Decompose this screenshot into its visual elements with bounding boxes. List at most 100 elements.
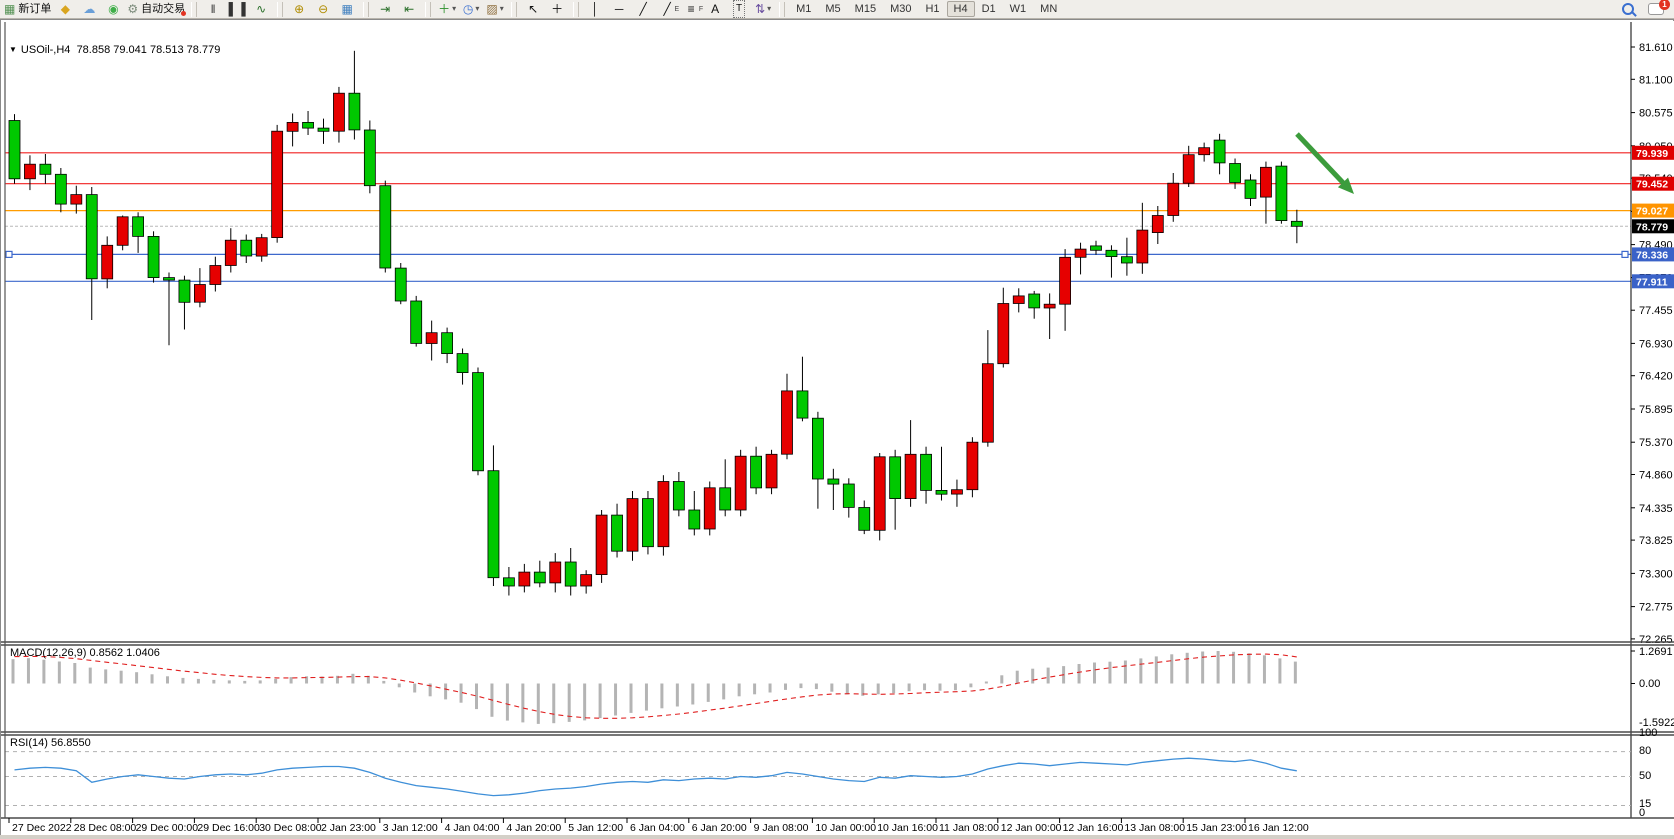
publisher-button[interactable]: ☁: [77, 1, 101, 18]
chart-shift-icon: ⇤: [404, 2, 415, 16]
vertical-line-button[interactable]: │: [583, 1, 607, 18]
candle-body: [1121, 256, 1133, 264]
periods-button[interactable]: ◷ ▾: [459, 1, 483, 18]
ohlc-values: 78.858 79.041 78.513 78.779: [76, 44, 221, 56]
cursor-button[interactable]: ↖: [521, 1, 545, 18]
candle-body: [750, 455, 762, 489]
dropdown-caret-icon[interactable]: ▾: [452, 4, 457, 13]
signal-button[interactable]: ◉: [101, 1, 125, 18]
autotrade-button[interactable]: ⚙ 自动交易: [125, 1, 187, 18]
candle-body: [1074, 248, 1087, 258]
trend-arrow-shaft[interactable]: [1295, 132, 1350, 190]
new-order-button[interactable]: ▦ 新订单: [2, 1, 53, 18]
fibonacci-button[interactable]: ≡ F: [679, 1, 704, 18]
chart-window[interactable]: 81.61081.10080.57580.05079.54079.01578.4…: [0, 19, 1674, 836]
trend-arrow-head[interactable]: [1337, 177, 1354, 194]
price-badge: [1632, 203, 1674, 218]
price-tick-label: 73.300: [1639, 568, 1673, 580]
candle-body: [642, 498, 654, 548]
timeframe-button-w1[interactable]: W1: [1009, 3, 1027, 15]
price-tick-label: 77.455: [1639, 305, 1673, 317]
candlestick-chart-icon: ▌▐: [228, 2, 246, 16]
candle-body: [255, 237, 268, 257]
tile-windows-button[interactable]: ▦: [335, 1, 359, 18]
equidistant-channel-button[interactable]: ╱ E: [655, 1, 679, 18]
notifications-chat-icon[interactable]: 1: [1648, 0, 1670, 15]
timeframe-button-m30[interactable]: M30: [890, 3, 912, 15]
text-label-button[interactable]: T: [727, 0, 751, 18]
candle-body: [425, 332, 438, 344]
text-button[interactable]: A: [703, 1, 727, 18]
toolbar-separator: [191, 1, 198, 17]
toolbar-separator: [511, 1, 518, 17]
signal-icon: ◉: [108, 2, 119, 16]
trendline-icon: ╱: [639, 2, 647, 16]
chart-shift-button[interactable]: ⇤: [397, 1, 421, 18]
candle-body: [394, 267, 407, 302]
price-tick-label: 76.420: [1639, 371, 1673, 383]
hline-selection-handle[interactable]: [5, 250, 13, 258]
candle-body: [472, 372, 484, 472]
candle-body: [271, 130, 284, 238]
macd-indicator-label: MACD(12,26,9) 0.8562 1.0406: [10, 647, 160, 659]
candlestick-chart-button[interactable]: ▌▐: [225, 1, 249, 18]
date-tick-label: 16 Jan 12:00: [1248, 822, 1309, 834]
price-tick-label: 75.895: [1639, 404, 1673, 416]
toolbar: ▦ 新订单 ◆ ☁ ◉ ⚙ 自动交易 ‖ ▌▐ ∿ ⊕ ⊖ ▦ ⇥ ⇤ ＋ ▾ ◷ ▾ ▨ ▾ ↖ ＋ │ ─ ╱ ╱ E ≡ F A T ⇅ ▾…: [0, 0, 1674, 19]
candle-body: [858, 507, 871, 531]
candle-body: [1275, 165, 1288, 222]
price-badge-label: 79.452: [1636, 179, 1668, 191]
rsi-indicator-label: RSI(14) 56.8550: [10, 737, 91, 749]
candle-body: [533, 571, 546, 584]
candle-body: [1213, 139, 1226, 164]
collapse-arrow-icon[interactable]: ▼: [9, 45, 17, 54]
chart-plot-background[interactable]: [2, 21, 1674, 836]
timeframe-button-h1[interactable]: H1: [925, 3, 940, 15]
candle-body: [8, 120, 21, 180]
auto-scroll-button[interactable]: ⇥: [373, 1, 397, 18]
zoom-in-icon: ⊕: [294, 2, 305, 16]
toolbar-separator: [425, 1, 432, 17]
candle-body: [116, 216, 129, 246]
arrows-button[interactable]: ⇅ ▾: [751, 1, 775, 18]
candle-body: [441, 332, 454, 355]
price-badge: [1632, 145, 1674, 160]
toolbar-right-group: 1: [1622, 0, 1670, 15]
hline-selection-handle[interactable]: [1621, 250, 1629, 258]
zoom-in-button[interactable]: ⊕: [287, 1, 311, 18]
candle-body: [549, 561, 562, 584]
timeframe-button-h4[interactable]: H4: [946, 1, 975, 17]
zoom-out-button[interactable]: ⊖: [311, 1, 335, 18]
timeframe-button-m1[interactable]: M1: [796, 3, 812, 15]
timeframe-button-m5[interactable]: M5: [825, 3, 841, 15]
trendline-button[interactable]: ╱: [631, 1, 655, 18]
publisher-icon: ☁: [83, 2, 96, 16]
candle-body: [70, 194, 83, 205]
eraser-button[interactable]: ◆: [53, 1, 77, 18]
timeframe-button-d1[interactable]: D1: [981, 3, 996, 15]
dropdown-caret-icon[interactable]: ▾: [767, 4, 772, 13]
chart-canvas[interactable]: 81.61081.10080.57580.05079.54079.01578.4…: [1, 20, 1674, 837]
arrows-icon: ⇅: [755, 2, 766, 16]
dropdown-caret-icon[interactable]: ▾: [499, 4, 504, 13]
timeframe-button-mn[interactable]: MN: [1040, 3, 1058, 15]
candle-body: [487, 470, 500, 579]
window-bottom-edge: [0, 835, 1674, 839]
templates-button[interactable]: ▨ ▾: [483, 1, 507, 18]
horizontal-line-button[interactable]: ─: [607, 1, 631, 18]
bar-chart-button[interactable]: ‖: [201, 1, 225, 18]
dropdown-caret-icon[interactable]: ▾: [475, 4, 480, 13]
candle-body: [178, 279, 191, 303]
timeframe-button-m15[interactable]: M15: [854, 3, 877, 15]
line-chart-icon: ∿: [256, 2, 267, 16]
line-chart-button[interactable]: ∿: [249, 1, 273, 18]
crosshair-button[interactable]: ＋: [545, 1, 569, 18]
candle-body: [672, 481, 685, 511]
price-badge: [1632, 247, 1674, 262]
toolbar-separator: [779, 1, 786, 17]
indicators-button[interactable]: ＋ ▾: [435, 1, 459, 18]
search-icon[interactable]: [1622, 3, 1634, 15]
date-tick-label: 6 Jan 04:00: [630, 822, 685, 834]
symbol-period-label: USOil-,H4: [20, 44, 71, 56]
